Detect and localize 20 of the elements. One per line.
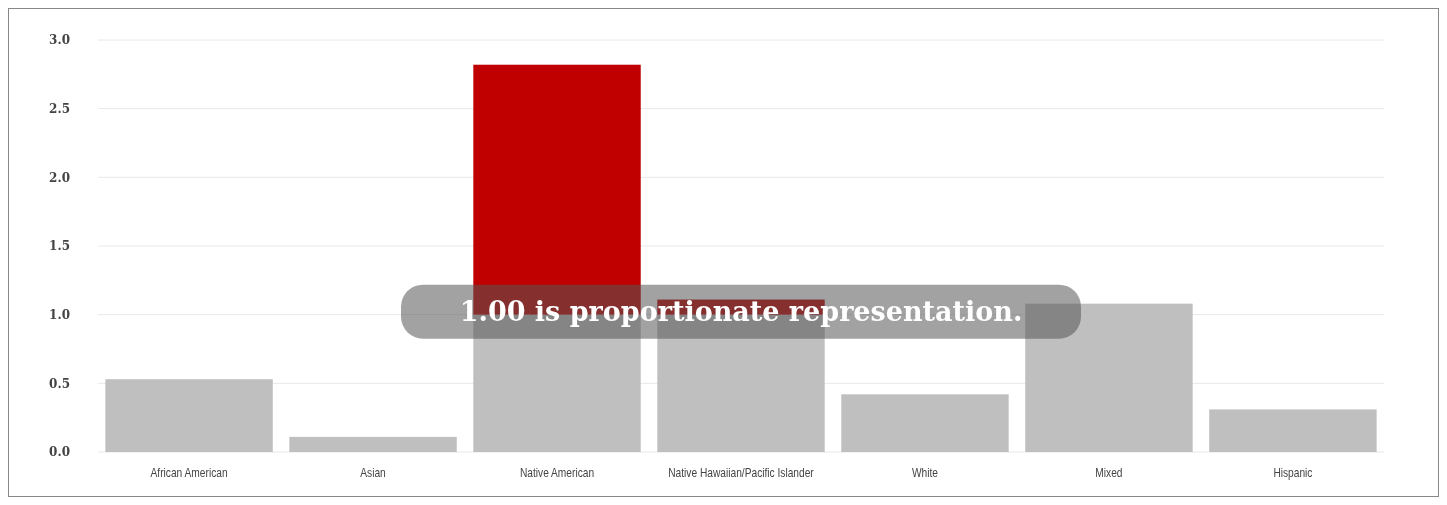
y-tick-label: 0.5 [49, 376, 70, 391]
y-tick-label: 0.0 [49, 445, 70, 460]
x-tick-label: White [911, 466, 938, 480]
x-tick-label: Native Hawaiian/Pacific Islander [668, 466, 815, 480]
bar [841, 394, 1009, 452]
bar [1209, 409, 1377, 452]
y-tick-label: 2.5 [49, 101, 70, 116]
y-tick-label: 2.0 [49, 170, 70, 185]
y-tick-label: 1.5 [49, 239, 70, 254]
x-tick-label: Hispanic [1273, 466, 1313, 480]
y-tick-label: 1.0 [49, 307, 70, 322]
bar [105, 379, 273, 452]
x-tick-label: Mixed [1095, 466, 1123, 480]
x-tick-label: African American [150, 466, 228, 480]
y-tick-label: 3.0 [49, 33, 70, 48]
bar [289, 436, 457, 452]
bar [1025, 303, 1193, 452]
x-tick-label: Asian [360, 466, 386, 480]
x-tick-label: Native American [519, 466, 595, 480]
annotation: 1.00 is proportionate representation. [459, 296, 1023, 328]
